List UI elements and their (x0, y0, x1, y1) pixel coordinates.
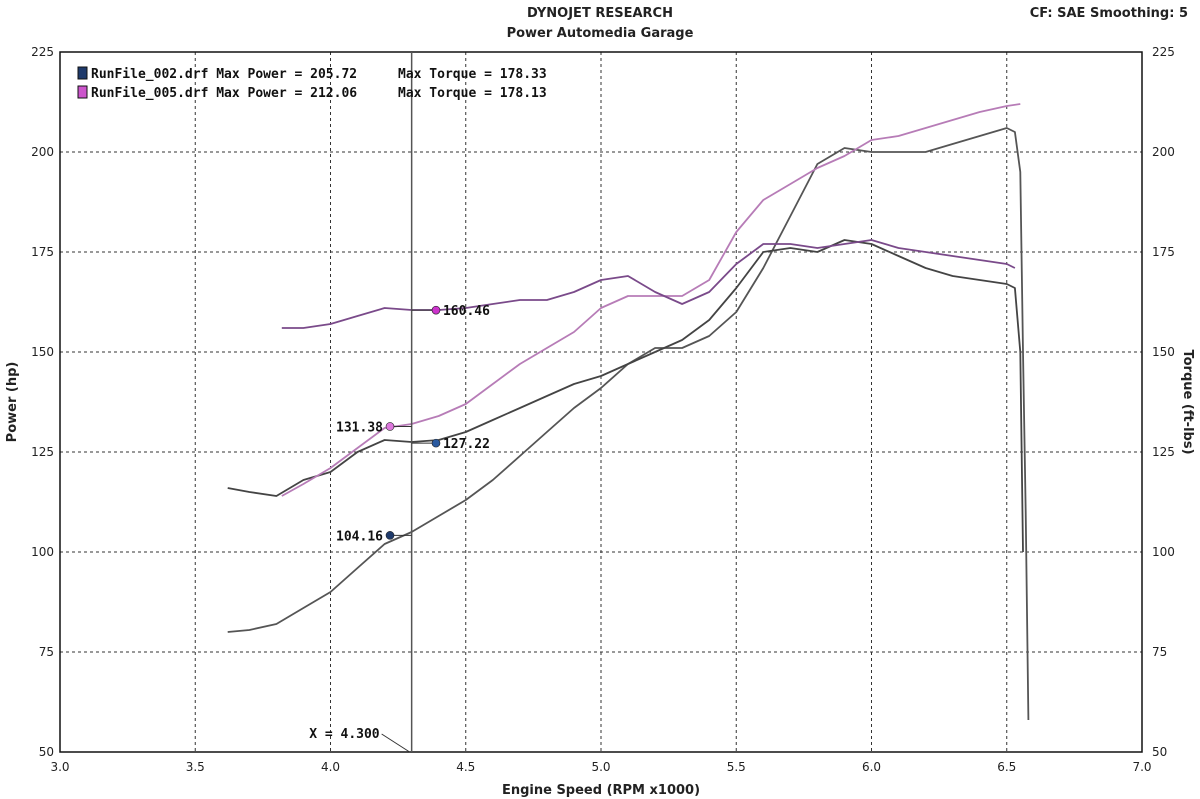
cursor-leader (381, 733, 410, 753)
x-tick-label: 6.5 (997, 760, 1016, 774)
marker-label: 160.46 (443, 304, 490, 319)
x-tick-label: 3.0 (50, 760, 69, 774)
x-tick-label: 7.0 (1132, 760, 1151, 774)
marker-dot (385, 422, 395, 431)
y-tick-label-left: 200 (31, 145, 54, 159)
legend: RunFile_002.drf Max Power = 205.72 Max To… (77, 66, 547, 101)
marker-label: 131.38 (336, 420, 383, 435)
legend-swatch (77, 85, 88, 99)
cursor-label: X = 4.300 (309, 727, 380, 742)
y-tick-label-right: 50 (1152, 745, 1167, 759)
y-tick-label-right: 100 (1152, 545, 1175, 559)
y-tick-label-left: 100 (31, 545, 54, 559)
chart-title: DYNOJET RESEARCH (527, 6, 673, 21)
markers: 104.16 131.38 127.22 160.46 (336, 304, 490, 544)
series-line-1 (227, 127, 1030, 721)
x-tick-label: 5.0 (591, 760, 610, 774)
grid (60, 52, 1142, 752)
y-axis-label-right: Torque (ft-lbs) (1180, 349, 1195, 454)
y-tick-label-left: 125 (31, 445, 54, 459)
x-axis-label: Engine Speed (RPM x1000) (502, 783, 700, 798)
plot-border (59, 51, 1143, 753)
y-tick-label-right: 125 (1152, 445, 1175, 459)
x-tick-label: 4.5 (456, 760, 475, 774)
legend-torque: Max Torque = 178.13 (398, 86, 547, 101)
y-tick-label-left: 75 (39, 645, 54, 659)
marker-dot (385, 531, 395, 540)
y-tick-label-right: 75 (1152, 645, 1167, 659)
series-line-3 (281, 103, 1021, 497)
marker-dot (431, 305, 441, 315)
y-tick-label-right: 175 (1152, 245, 1175, 259)
y-tick-label-left: 150 (31, 345, 54, 359)
y-tick-label-left: 50 (39, 745, 54, 759)
legend-swatch (77, 66, 88, 80)
series-line-4 (281, 239, 1016, 329)
cursor: X = 4.300 (309, 52, 413, 753)
x-tick-label: 6.0 (862, 760, 881, 774)
chart-subtitle: Power Automedia Garage (506, 26, 694, 41)
legend-entry: RunFile_005.drf Max Power = 212.06 (91, 86, 357, 101)
x-tick-label: 3.5 (186, 760, 205, 774)
x-tick-label: 5.5 (727, 760, 746, 774)
y-tick-label-left: 225 (31, 45, 54, 59)
marker-label: 104.16 (336, 529, 383, 544)
x-tick-label: 4.0 (321, 760, 340, 774)
y-axis-label-left: Power (hp) (5, 362, 20, 443)
y-tick-label-right: 200 (1152, 145, 1175, 159)
y-tick-label-right: 225 (1152, 45, 1175, 59)
y-tick-label-right: 150 (1152, 345, 1175, 359)
series-line-2 (227, 239, 1024, 553)
legend-entry: RunFile_002.drf Max Power = 205.72 (91, 67, 357, 82)
legend-torque: Max Torque = 178.33 (398, 67, 547, 82)
marker-dot (431, 438, 441, 448)
y-tick-label-left: 175 (31, 245, 54, 259)
correction-factor-info: CF: SAE Smoothing: 5 (1029, 6, 1188, 21)
marker-label: 127.22 (443, 437, 490, 452)
series-lines (227, 103, 1030, 721)
